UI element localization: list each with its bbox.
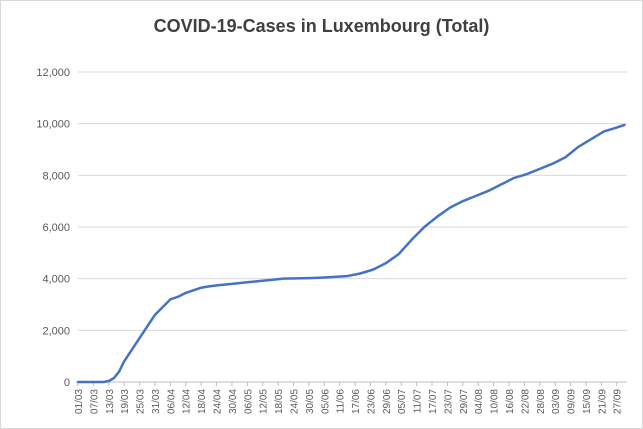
x-tick-label: 17/07 [428, 389, 439, 414]
x-tick-label: 04/08 [474, 389, 485, 414]
y-tick-label: 12,000 [36, 67, 70, 79]
x-tick-label: 18/04 [197, 389, 208, 414]
x-tick-label: 25/03 [136, 389, 147, 414]
x-tick-label: 07/03 [89, 389, 100, 414]
y-tick-label: 0 [64, 377, 70, 389]
x-tick-label: 09/09 [567, 389, 578, 414]
x-tick-label: 22/08 [520, 389, 531, 414]
y-tick-label: 10,000 [36, 119, 70, 131]
x-tick-label: 06/05 [243, 389, 254, 414]
x-tick-label: 13/03 [105, 389, 116, 414]
chart-title: COVID-19-Cases in Luxembourg (Total) [153, 16, 490, 36]
x-tick-label: 19/03 [120, 389, 131, 414]
x-tick-label: 12/05 [259, 389, 270, 414]
x-tick-label: 31/03 [151, 389, 162, 414]
x-tick-label: 24/04 [213, 389, 224, 414]
x-tick-label: 29/06 [382, 389, 393, 414]
x-axis-tick-marks [77, 382, 618, 386]
x-tick-label: 18/05 [274, 389, 285, 414]
x-axis-ticks: 01/03 07/03 13/03 19/03 25/03 31/03 06/04 12/04… [74, 389, 624, 414]
x-tick-label: 29/07 [459, 389, 470, 414]
x-tick-label: 24/05 [289, 389, 300, 414]
x-tick-label: 12/04 [182, 389, 193, 414]
x-tick-label: 30/04 [228, 389, 239, 414]
x-tick-label: 05/07 [397, 389, 408, 414]
x-tick-label: 10/08 [490, 389, 501, 414]
x-tick-label: 23/07 [443, 389, 454, 414]
x-tick-label: 11/06 [336, 389, 347, 414]
x-tick-label: 30/05 [305, 389, 316, 414]
x-tick-label: 05/06 [320, 389, 331, 414]
x-tick-label: 17/06 [351, 389, 362, 414]
gridlines [78, 71, 627, 331]
y-tick-label: 8,000 [42, 170, 70, 182]
x-tick-label: 11/07 [413, 389, 424, 414]
y-tick-label: 2,000 [42, 325, 70, 337]
x-tick-label: 21/09 [597, 389, 608, 414]
y-axis-ticks: 0 2,000 4,000 6,000 8,000 10,000 12,000 [36, 67, 70, 389]
x-tick-label: 27/09 [613, 389, 624, 414]
x-tick-label: 15/09 [582, 389, 593, 414]
series-line [76, 123, 626, 384]
x-tick-label: 03/09 [551, 389, 562, 414]
x-tick-label: 01/03 [74, 389, 85, 414]
x-tick-label: 23/06 [366, 389, 377, 414]
x-tick-label: 16/08 [505, 389, 516, 414]
x-tick-label: 06/04 [166, 389, 177, 414]
y-tick-label: 4,000 [42, 274, 70, 286]
x-tick-label: 28/08 [536, 389, 547, 414]
y-tick-label: 6,000 [42, 222, 70, 234]
